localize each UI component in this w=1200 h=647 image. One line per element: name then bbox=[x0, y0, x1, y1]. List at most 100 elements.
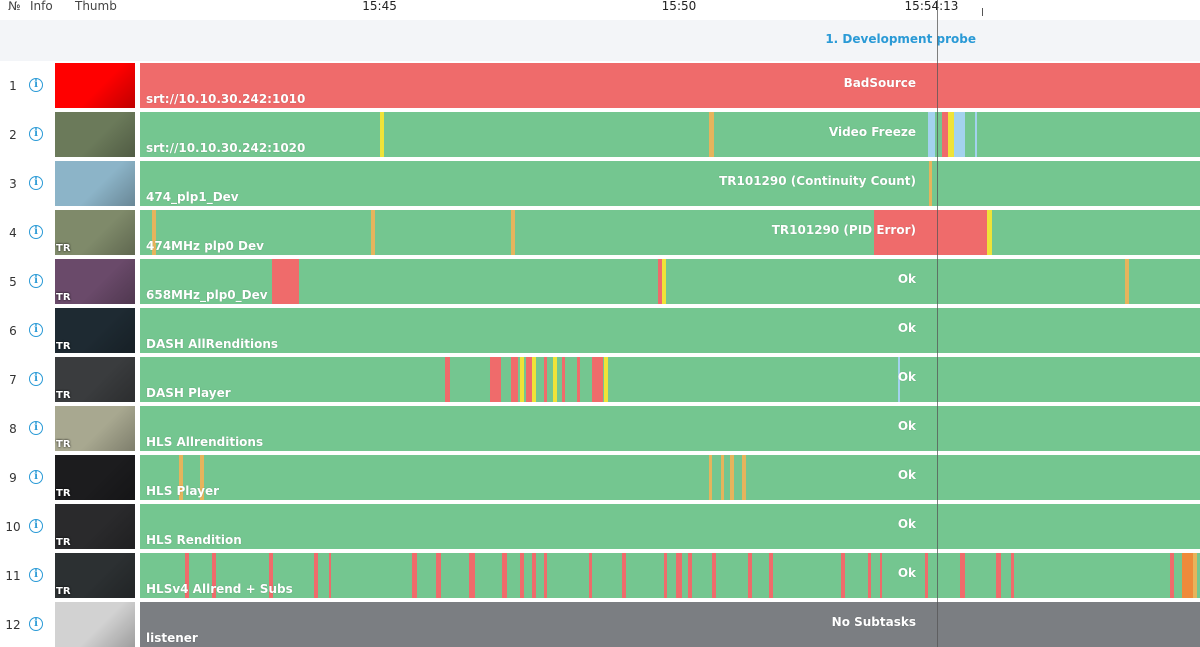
task-row[interactable]: 12 i No Subtasks listener bbox=[0, 602, 1200, 647]
event-segment[interactable] bbox=[708, 112, 714, 157]
event-segment[interactable] bbox=[151, 210, 157, 255]
stream-thumbnail[interactable]: TR bbox=[55, 308, 135, 353]
info-icon[interactable]: i bbox=[29, 78, 43, 92]
event-segment[interactable] bbox=[313, 553, 318, 598]
status-timeline-track[interactable]: TR101290 (PID Error) 474MHz plp0 Dev bbox=[140, 210, 1200, 255]
task-row[interactable]: 6 i TR Ok DASH AllRenditions bbox=[0, 308, 1200, 353]
event-segment[interactable] bbox=[975, 112, 978, 157]
info-icon[interactable]: i bbox=[29, 176, 43, 190]
event-segment[interactable] bbox=[589, 553, 593, 598]
status-timeline-track[interactable]: Ok HLSv4 Allrend + Subs bbox=[140, 553, 1200, 598]
stream-thumbnail[interactable]: TR bbox=[55, 406, 135, 451]
event-segment[interactable] bbox=[662, 259, 666, 304]
event-segment[interactable] bbox=[675, 553, 682, 598]
event-segment[interactable] bbox=[592, 357, 603, 402]
info-icon[interactable]: i bbox=[29, 274, 43, 288]
event-segment[interactable] bbox=[379, 112, 384, 157]
status-timeline-track[interactable]: No Subtasks listener bbox=[140, 602, 1200, 647]
stream-thumbnail[interactable] bbox=[55, 63, 135, 108]
event-segment[interactable] bbox=[987, 210, 992, 255]
task-row[interactable]: 7 i TR Ok DASH Player bbox=[0, 357, 1200, 402]
task-row[interactable]: 5 i TR Ok 658MHz_plp0_Dev bbox=[0, 259, 1200, 304]
event-segment[interactable] bbox=[729, 455, 735, 500]
stream-thumbnail[interactable]: TR bbox=[55, 210, 135, 255]
info-icon[interactable]: i bbox=[29, 617, 43, 631]
stream-thumbnail[interactable]: TR bbox=[55, 259, 135, 304]
status-timeline-track[interactable]: TR101290 (Continuity Count) 474_plp1_Dev bbox=[140, 161, 1200, 206]
info-icon[interactable]: i bbox=[29, 225, 43, 239]
task-row[interactable]: 8 i TR Ok HLS Allrenditions bbox=[0, 406, 1200, 451]
event-segment[interactable] bbox=[412, 553, 417, 598]
event-segment[interactable] bbox=[879, 553, 882, 598]
event-segment[interactable] bbox=[708, 455, 712, 500]
event-segment[interactable] bbox=[526, 357, 533, 402]
event-segment[interactable] bbox=[1011, 553, 1015, 598]
event-segment[interactable] bbox=[511, 357, 519, 402]
stream-thumbnail[interactable] bbox=[55, 112, 135, 157]
event-segment[interactable] bbox=[520, 553, 525, 598]
task-row[interactable]: 4 i TR TR101290 (PID Error) 474MHz plp0 Dev bbox=[0, 210, 1200, 255]
event-segment[interactable] bbox=[924, 553, 928, 598]
event-segment[interactable] bbox=[720, 455, 724, 500]
status-timeline-track[interactable]: Ok DASH Player bbox=[140, 357, 1200, 402]
event-segment[interactable] bbox=[747, 553, 753, 598]
task-row[interactable]: 9 i TR Ok HLS Player bbox=[0, 455, 1200, 500]
task-row[interactable]: 1 i BadSource srt://10.10.30.242:1010 bbox=[0, 63, 1200, 108]
status-timeline-track[interactable]: Ok DASH AllRenditions bbox=[140, 308, 1200, 353]
status-timeline-track[interactable]: BadSource srt://10.10.30.242:1010 bbox=[140, 63, 1200, 108]
info-icon[interactable]: i bbox=[29, 519, 43, 533]
event-segment[interactable] bbox=[532, 357, 537, 402]
event-segment[interactable] bbox=[622, 553, 627, 598]
stream-thumbnail[interactable]: TR bbox=[55, 553, 135, 598]
event-segment[interactable] bbox=[268, 553, 273, 598]
stream-thumbnail[interactable] bbox=[55, 161, 135, 206]
event-segment[interactable] bbox=[840, 553, 845, 598]
event-segment[interactable] bbox=[370, 210, 375, 255]
event-segment[interactable] bbox=[1182, 553, 1193, 598]
event-segment[interactable] bbox=[577, 357, 581, 402]
event-segment[interactable] bbox=[954, 112, 966, 157]
event-segment[interactable] bbox=[664, 553, 667, 598]
event-segment[interactable] bbox=[553, 357, 557, 402]
event-segment[interactable] bbox=[490, 357, 501, 402]
stream-thumbnail[interactable]: TR bbox=[55, 455, 135, 500]
stream-thumbnail[interactable] bbox=[55, 602, 135, 647]
event-segment[interactable] bbox=[897, 357, 900, 402]
event-segment[interactable] bbox=[687, 553, 693, 598]
task-row[interactable]: 2 i Video Freeze srt://10.10.30.242:1020 bbox=[0, 112, 1200, 157]
info-icon[interactable]: i bbox=[29, 568, 43, 582]
event-segment[interactable] bbox=[502, 553, 507, 598]
event-segment[interactable] bbox=[562, 357, 566, 402]
info-icon[interactable]: i bbox=[29, 421, 43, 435]
event-segment[interactable] bbox=[544, 553, 548, 598]
event-segment[interactable] bbox=[184, 553, 190, 598]
stream-thumbnail[interactable]: TR bbox=[55, 504, 135, 549]
info-icon[interactable]: i bbox=[29, 323, 43, 337]
event-segment[interactable] bbox=[469, 553, 476, 598]
event-segment[interactable] bbox=[199, 455, 205, 500]
status-timeline-track[interactable]: Ok 658MHz_plp0_Dev bbox=[140, 259, 1200, 304]
event-segment[interactable] bbox=[960, 553, 965, 598]
task-row[interactable]: 11 i TR Ok HLSv4 Allrend + Subs bbox=[0, 553, 1200, 598]
event-segment[interactable] bbox=[271, 259, 299, 304]
event-segment[interactable] bbox=[520, 357, 525, 402]
event-segment[interactable] bbox=[948, 112, 955, 157]
event-segment[interactable] bbox=[445, 357, 450, 402]
status-timeline-track[interactable]: Ok HLS Allrenditions bbox=[140, 406, 1200, 451]
probe-group-label[interactable]: 1. Development probe bbox=[825, 32, 976, 46]
event-segment[interactable] bbox=[942, 112, 949, 157]
info-icon[interactable]: i bbox=[29, 127, 43, 141]
status-timeline-track[interactable]: Video Freeze srt://10.10.30.242:1020 bbox=[140, 112, 1200, 157]
probe-group-header[interactable]: 1. Development probe bbox=[0, 20, 1200, 61]
task-row[interactable]: 3 i TR101290 (Continuity Count) 474_plp1_De… bbox=[0, 161, 1200, 206]
event-segment[interactable] bbox=[996, 553, 1001, 598]
event-segment[interactable] bbox=[511, 210, 516, 255]
event-segment[interactable] bbox=[711, 553, 717, 598]
event-segment[interactable] bbox=[211, 553, 217, 598]
event-segment[interactable] bbox=[328, 553, 331, 598]
event-segment[interactable] bbox=[658, 259, 663, 304]
stream-thumbnail[interactable]: TR bbox=[55, 357, 135, 402]
event-segment[interactable] bbox=[178, 455, 184, 500]
event-segment[interactable] bbox=[436, 553, 441, 598]
event-segment[interactable] bbox=[927, 112, 935, 157]
